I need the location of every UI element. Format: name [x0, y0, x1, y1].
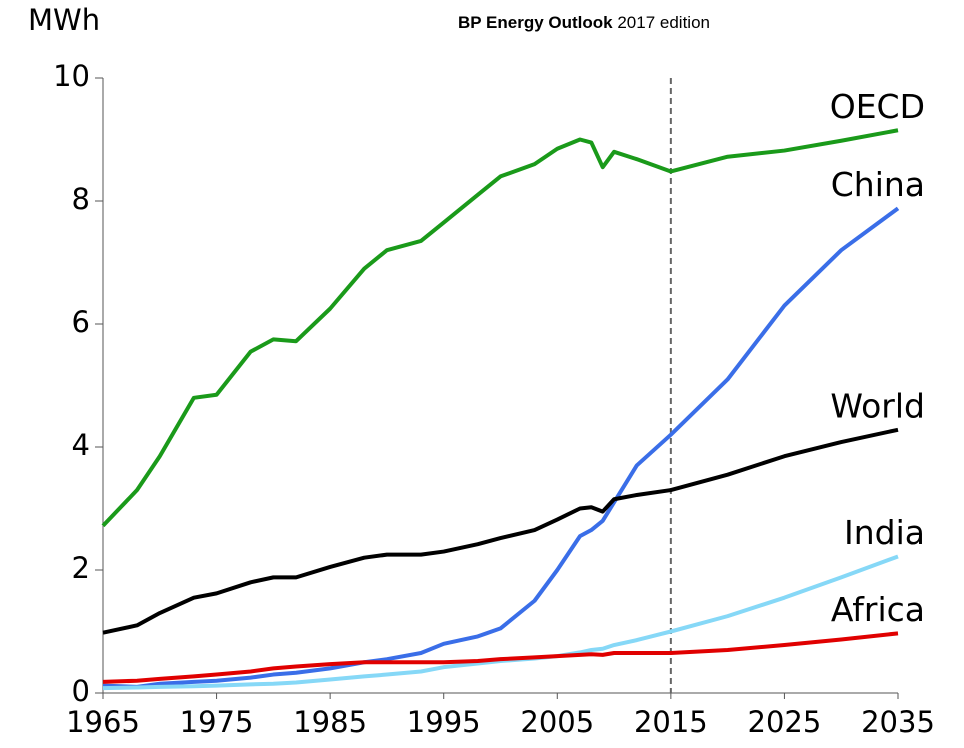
y-tick-label: 4	[72, 428, 90, 462]
x-tick-label: 2015	[634, 705, 708, 739]
subtitle: 2017 edition	[617, 13, 710, 32]
x-tick-label: 1985	[293, 705, 367, 739]
series-label: China	[831, 165, 925, 204]
series-label: World	[830, 386, 925, 425]
x-tick-label: 1995	[407, 705, 481, 739]
title: BP Energy Outlook	[458, 13, 613, 32]
y-tick-label: 0	[72, 674, 90, 708]
series-line	[101, 128, 899, 528]
x-tick-label: 1975	[180, 705, 254, 739]
x-tick-label: 1965	[66, 705, 140, 739]
y-tick-label: 2	[72, 551, 90, 585]
series-label: OECD	[830, 87, 925, 126]
series-line	[102, 206, 900, 689]
series-label: Africa	[831, 590, 925, 629]
x-tick-label: 2025	[748, 705, 822, 739]
series-line	[102, 631, 899, 684]
y-tick-label: 8	[72, 182, 90, 216]
series-line	[102, 427, 899, 635]
y-tick-label: 10	[53, 59, 90, 93]
series-label: India	[844, 513, 925, 552]
x-tick-label: 2035	[861, 705, 935, 739]
y-tick-label: 6	[72, 305, 90, 339]
series-line	[102, 554, 899, 691]
y-axis-label: MWh	[28, 3, 100, 37]
chart-title: BP Energy Outlook 2017 edition	[458, 13, 710, 32]
x-tick-label: 2005	[520, 705, 594, 739]
